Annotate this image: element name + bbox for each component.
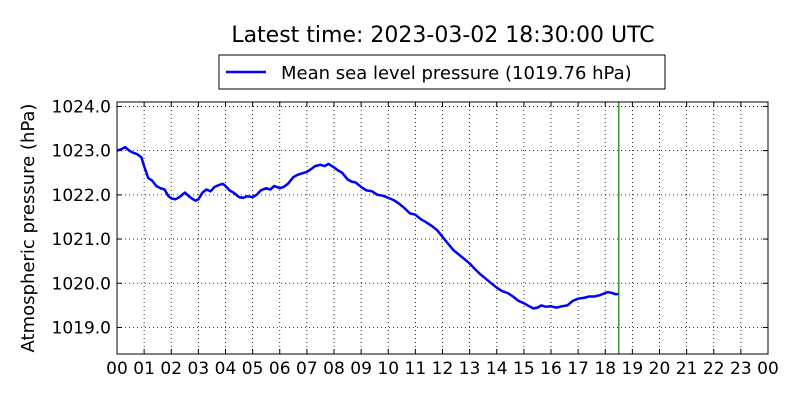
legend-label: Mean sea level pressure (1019.76 hPa)	[281, 63, 632, 84]
x-tick-label: 22	[703, 359, 725, 379]
x-tick-label: 19	[622, 359, 644, 379]
x-tick-label: 21	[676, 359, 698, 379]
y-tick-label: 1022.0	[52, 186, 111, 206]
x-tick-label: 02	[160, 359, 182, 379]
x-tick-label: 01	[133, 359, 155, 379]
x-tick-label: 10	[377, 359, 399, 379]
y-tick-label: 1021.0	[52, 230, 111, 250]
y-tick-label: 1023.0	[52, 142, 111, 162]
x-tick-label: 04	[215, 359, 237, 379]
x-tick-label: 07	[296, 359, 318, 379]
x-tick-label: 11	[405, 359, 427, 379]
x-tick-label: 20	[649, 359, 671, 379]
chart-title: Latest time: 2023-03-02 18:30:00 UTC	[231, 23, 654, 48]
grid	[117, 102, 768, 354]
y-tick-label: 1024.0	[52, 97, 111, 117]
x-tick-label: 16	[540, 359, 562, 379]
x-tick-label: 17	[567, 359, 589, 379]
axis-ticks: 00 01 02 03 04 05 06 07 08 09 10 11 12 13 14 15 16 17 18 19…	[52, 97, 779, 379]
x-tick-label: 00	[106, 359, 128, 379]
x-tick-label: 03	[188, 359, 210, 379]
x-tick-label: 14	[486, 359, 508, 379]
x-tick-label: 09	[350, 359, 372, 379]
x-tick-label: 13	[459, 359, 481, 379]
x-tick-label: 12	[432, 359, 454, 379]
legend-box	[218, 54, 666, 90]
x-tick-label: 00	[757, 359, 779, 379]
y-tick-label: 1019.0	[52, 318, 111, 338]
x-tick-label: 15	[513, 359, 535, 379]
x-tick-label: 05	[242, 359, 264, 379]
x-tick-label: 23	[730, 359, 752, 379]
plot-frame	[116, 101, 769, 355]
y-axis-label: Atmospheric pressure (hPa)	[18, 104, 39, 353]
x-tick-label: 18	[594, 359, 616, 379]
chart-marks	[116, 102, 620, 354]
series-line	[116, 145, 619, 310]
x-tick-label: 08	[323, 359, 345, 379]
x-tick-label: 06	[269, 359, 291, 379]
y-tick-label: 1020.0	[52, 274, 111, 294]
legend: Mean sea level pressure (1019.76 hPa)	[218, 54, 666, 90]
